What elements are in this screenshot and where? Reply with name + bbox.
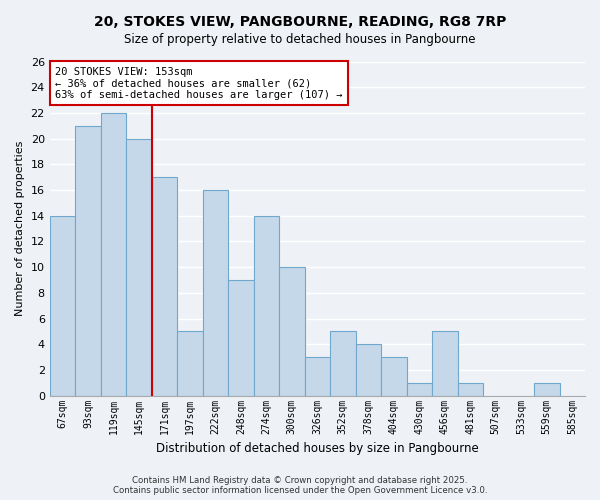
Bar [330,332,356,396]
Bar [126,138,152,396]
Bar [101,113,126,396]
Bar [432,332,458,396]
Bar [254,216,279,396]
Text: Contains HM Land Registry data © Crown copyright and database right 2025.
Contai: Contains HM Land Registry data © Crown c… [113,476,487,495]
Bar [228,280,254,396]
Y-axis label: Number of detached properties: Number of detached properties [15,141,25,316]
Bar [381,357,407,396]
Bar [75,126,101,396]
Bar [203,190,228,396]
Text: 20 STOKES VIEW: 153sqm
← 36% of detached houses are smaller (62)
63% of semi-det: 20 STOKES VIEW: 153sqm ← 36% of detached… [55,66,343,100]
Bar [279,267,305,396]
X-axis label: Distribution of detached houses by size in Pangbourne: Distribution of detached houses by size … [156,442,479,455]
Bar [177,332,203,396]
Text: 20, STOKES VIEW, PANGBOURNE, READING, RG8 7RP: 20, STOKES VIEW, PANGBOURNE, READING, RG… [94,15,506,29]
Bar [534,383,560,396]
Bar [305,357,330,396]
Bar [458,383,483,396]
Bar [356,344,381,396]
Text: Size of property relative to detached houses in Pangbourne: Size of property relative to detached ho… [124,32,476,46]
Bar [152,177,177,396]
Bar [50,216,75,396]
Bar [407,383,432,396]
